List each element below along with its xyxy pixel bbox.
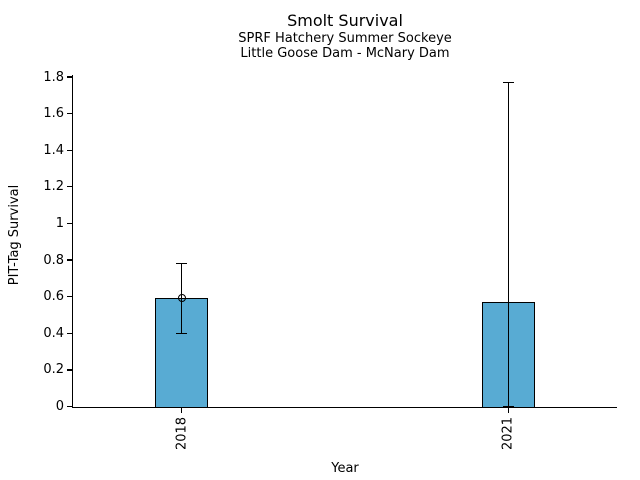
y-axis-spine (71, 75, 73, 408)
x-tick (507, 408, 509, 413)
y-tick (67, 369, 73, 371)
y-tick-label: 0.2 (43, 362, 64, 378)
y-tick-label: 1.4 (43, 142, 64, 158)
y-tick (67, 76, 73, 78)
y-tick-label: 0 (55, 399, 64, 414)
y-tick (67, 112, 73, 115)
point-marker-2018 (177, 294, 186, 303)
error-bar-cap-top-2018 (176, 263, 188, 265)
chart-subtitle-line1: SPRF Hatchery Summer Sockeye (238, 31, 452, 46)
error-bar-cap-bottom-2018 (176, 332, 188, 334)
y-tick (67, 149, 73, 151)
y-tick (67, 222, 73, 225)
y-tick (67, 405, 73, 408)
x-axis-label: Year (331, 461, 359, 476)
chart-title: Smolt Survival (287, 11, 403, 30)
x-axis-spine (71, 406, 617, 408)
y-tick (67, 296, 73, 298)
error-bar-cap-bottom-2021 (502, 405, 514, 408)
y-tick (67, 259, 73, 261)
y-tick-label: 1 (55, 215, 64, 231)
error-bar-line-2021 (507, 82, 509, 407)
y-tick (67, 332, 73, 334)
x-tick-label: 2021 (500, 416, 516, 450)
plot-area: 0 0.2 0.4 0.6 0.8 1 1.2 1.4 1.6 1.8 2018 2021 (43, 70, 617, 450)
y-tick-label: 0.6 (43, 289, 64, 305)
chart-subtitle-line2: Little Goose Dam - McNary Dam (240, 46, 450, 61)
error-bar-cap-top-2021 (502, 81, 514, 84)
y-tick-label: 1.2 (43, 179, 64, 195)
y-tick-label: 0.4 (43, 325, 64, 341)
y-tick-label: 1.6 (43, 106, 64, 122)
y-tick-label: 0.8 (43, 252, 64, 268)
x-tick (181, 408, 183, 413)
y-tick-label: 1.8 (43, 69, 64, 85)
y-tick (67, 186, 73, 188)
x-tick-label: 2018 (174, 416, 190, 450)
